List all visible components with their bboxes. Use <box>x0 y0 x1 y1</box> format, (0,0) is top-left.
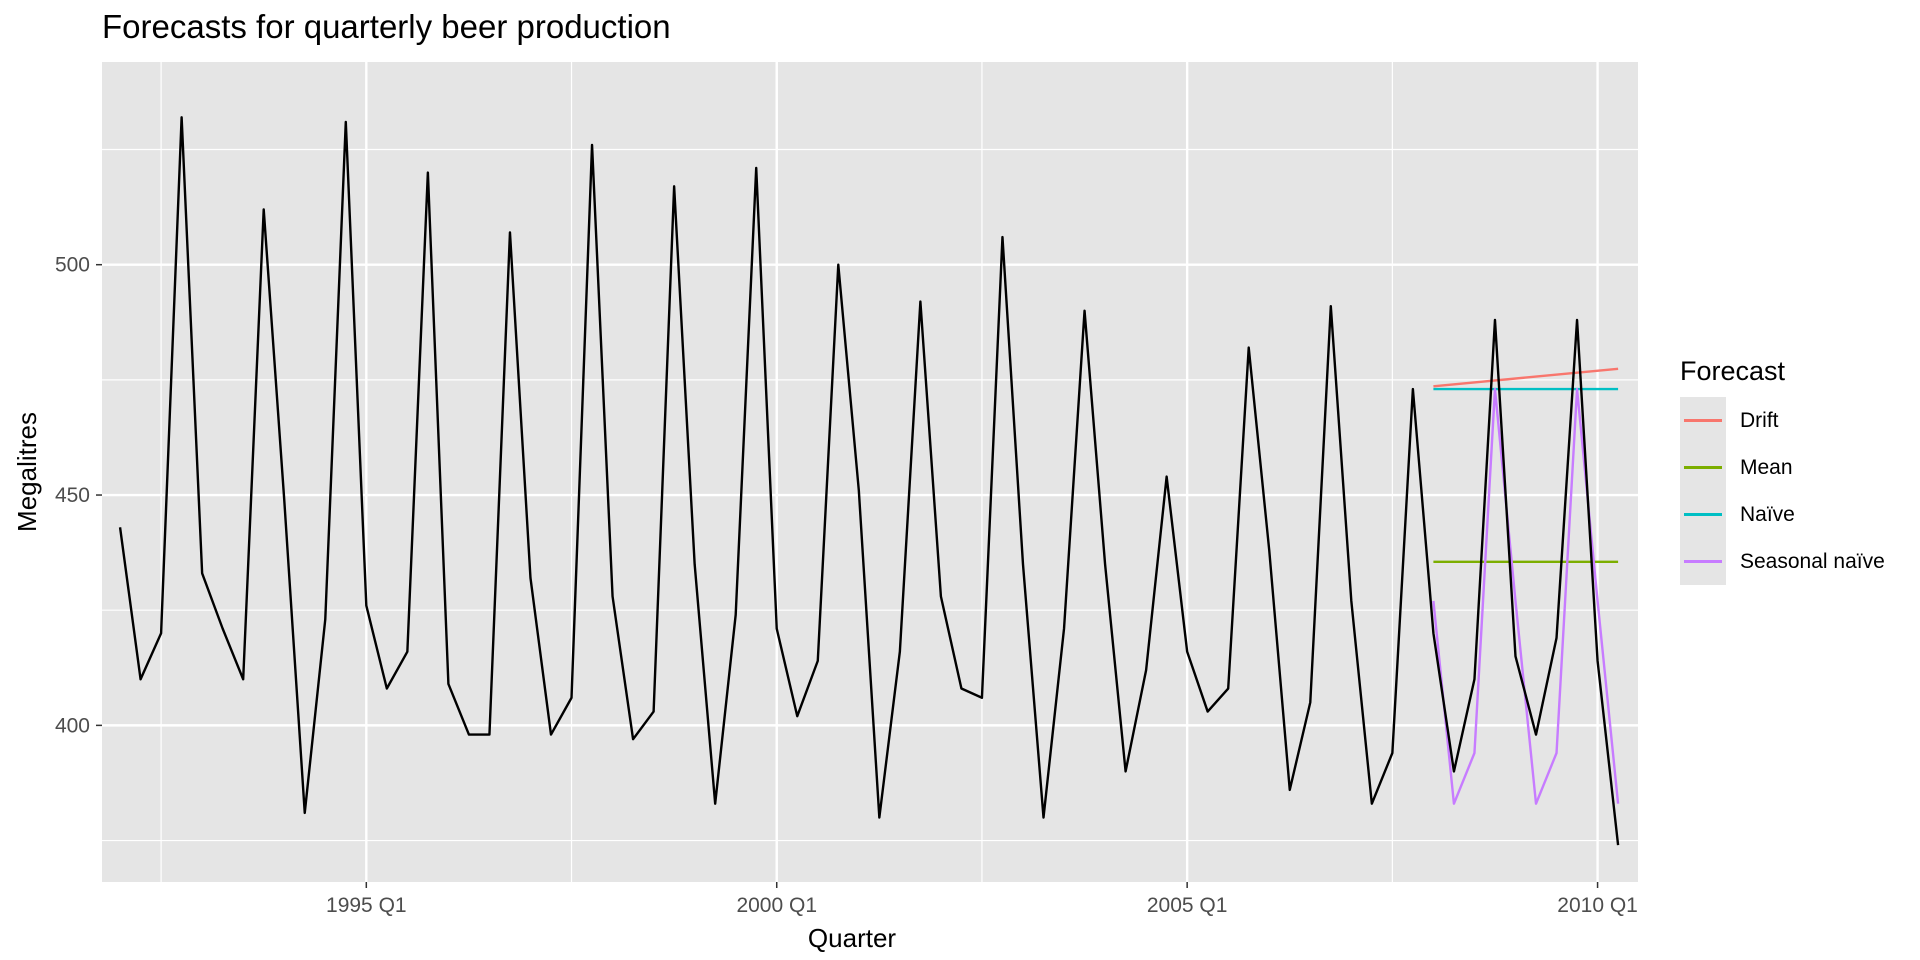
legend-key <box>1680 397 1726 444</box>
series-line-drift <box>1433 367 1619 388</box>
legend-swatch <box>1684 466 1722 469</box>
x-axis: 1995 Q1 2000 Q1 2005 Q1 2010 Q1 <box>326 882 1638 917</box>
legend-items: Drift Mean Naïve Seasonal naïve <box>1680 397 1885 585</box>
legend-item: Naïve <box>1680 491 1885 538</box>
y-tick-label: 450 <box>55 484 90 507</box>
legend-label: Drift <box>1740 408 1779 432</box>
y-axis-title: Megalitres <box>12 412 42 532</box>
legend-key <box>1680 444 1726 491</box>
series-layer <box>118 116 1620 846</box>
plot-panel <box>102 62 1638 882</box>
legend-label: Naïve <box>1740 502 1795 526</box>
legend-key <box>1680 538 1726 585</box>
legend-item: Drift <box>1680 397 1885 444</box>
legend-swatch <box>1684 560 1722 563</box>
series-line-history <box>118 116 1620 846</box>
legend: Forecast Drift Mean Naïve Seasonal naïve <box>1680 356 1885 585</box>
x-tick-label: 1995 Q1 <box>326 894 407 917</box>
legend-title: Forecast <box>1680 356 1786 386</box>
legend-swatch <box>1684 419 1722 422</box>
legend-label: Seasonal naïve <box>1740 549 1885 573</box>
legend-swatch <box>1684 513 1722 516</box>
x-tick-label: 2010 Q1 <box>1557 894 1638 917</box>
grid-major <box>102 62 1638 882</box>
x-axis-title: Quarter <box>808 923 896 953</box>
legend-label: Mean <box>1740 455 1793 479</box>
legend-key <box>1680 491 1726 538</box>
y-tick-label: 400 <box>55 714 90 737</box>
y-tick-label: 500 <box>55 254 90 277</box>
x-tick-label: 2000 Q1 <box>736 894 817 917</box>
legend-item: Mean <box>1680 444 1885 491</box>
x-tick-label: 2005 Q1 <box>1147 894 1228 917</box>
y-axis: 400 450 500 <box>55 254 102 737</box>
legend-item: Seasonal naïve <box>1680 538 1885 585</box>
chart-title: Forecasts for quarterly beer production <box>102 8 671 45</box>
